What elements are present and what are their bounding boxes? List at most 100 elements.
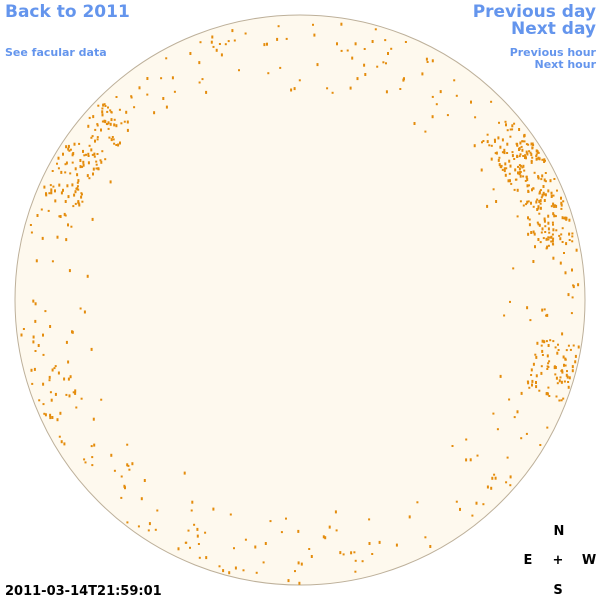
facula-dot xyxy=(524,179,527,182)
facula-dot xyxy=(199,41,202,44)
facula-dot xyxy=(522,164,525,168)
next-hour-link[interactable]: Next hour xyxy=(535,58,597,71)
facula-dot xyxy=(115,96,118,98)
facula-dot xyxy=(123,484,126,488)
facula-dot xyxy=(554,346,557,349)
facula-dot xyxy=(50,188,53,192)
facula-dot xyxy=(554,215,557,218)
facula-dot xyxy=(326,87,329,90)
facula-dot xyxy=(548,395,551,397)
facula-dot xyxy=(527,143,530,146)
facula-dot xyxy=(143,479,146,482)
facula-dot xyxy=(559,376,562,379)
previous-hour-link[interactable]: Previous hour xyxy=(510,46,597,59)
facula-dot xyxy=(102,103,105,107)
facular-link[interactable]: See facular data xyxy=(5,46,107,59)
facula-dot xyxy=(565,217,568,221)
back-link[interactable]: Back to 2011 xyxy=(5,2,130,22)
facula-dot xyxy=(30,368,33,372)
facula-dot xyxy=(564,364,567,367)
facula-dot xyxy=(96,136,99,139)
facula-dot xyxy=(120,475,123,478)
facula-dot xyxy=(277,25,280,28)
facula-dot xyxy=(555,376,558,380)
facula-dot xyxy=(504,120,507,123)
facula-dot xyxy=(85,153,87,156)
facula-dot xyxy=(553,204,556,208)
facula-dot xyxy=(503,148,506,152)
facula-dot xyxy=(511,128,514,131)
facula-dot xyxy=(79,307,82,310)
facula-dot xyxy=(68,269,71,273)
facula-dot xyxy=(108,136,111,139)
facula-dot xyxy=(561,241,564,243)
facula-dot xyxy=(87,152,90,156)
facula-dot xyxy=(404,41,407,43)
facula-dot xyxy=(564,271,567,275)
facula-dot xyxy=(74,167,77,171)
facula-dot xyxy=(298,581,301,585)
facula-dot xyxy=(498,121,500,124)
facula-dot xyxy=(553,178,556,180)
facula-dot xyxy=(528,386,531,389)
facula-dot xyxy=(36,214,39,217)
facula-dot xyxy=(558,379,561,383)
facula-dot xyxy=(340,49,343,52)
facula-dot xyxy=(531,142,534,145)
facula-dot xyxy=(451,445,454,447)
facula-dot xyxy=(100,128,102,132)
facula-dot xyxy=(81,193,83,196)
facula-dot xyxy=(402,78,405,82)
facula-dot xyxy=(148,522,151,526)
facula-dot xyxy=(431,95,434,98)
facula-dot xyxy=(523,140,526,143)
facula-dot xyxy=(509,475,512,479)
facula-dot xyxy=(511,124,514,128)
facula-dot xyxy=(30,231,33,234)
facula-dot xyxy=(554,373,557,376)
facula-dot xyxy=(90,445,93,448)
facula-dot xyxy=(518,148,520,151)
facula-dot xyxy=(276,37,279,41)
facula-dot xyxy=(113,118,116,121)
facula-dot xyxy=(83,154,86,157)
facula-dot xyxy=(527,200,530,203)
facula-dot xyxy=(527,216,529,220)
facula-dot xyxy=(509,179,511,183)
facula-dot xyxy=(113,469,116,472)
facula-dot xyxy=(536,198,539,201)
facula-dot xyxy=(267,72,270,75)
facula-dot xyxy=(171,76,174,80)
facula-dot xyxy=(334,510,337,514)
facula-dot xyxy=(563,363,565,367)
facula-dot xyxy=(92,417,95,421)
facula-dot xyxy=(92,167,95,171)
facula-dot xyxy=(499,145,502,149)
facula-dot xyxy=(79,159,82,162)
facula-dot xyxy=(210,40,213,44)
facula-dot xyxy=(107,106,109,109)
facula-dot xyxy=(71,330,73,334)
facula-dot xyxy=(481,141,483,144)
facula-dot xyxy=(542,185,545,188)
facula-dot xyxy=(548,360,551,363)
facula-dot xyxy=(431,59,434,63)
next-day-link[interactable]: Next day xyxy=(511,19,596,39)
facula-dot xyxy=(336,42,338,46)
facula-dot xyxy=(509,484,512,487)
facula-dot xyxy=(53,367,56,370)
facula-dot xyxy=(99,159,102,162)
facula-dot xyxy=(183,471,186,475)
facula-dot xyxy=(518,164,521,167)
facula-dot xyxy=(162,97,165,100)
facula-dot xyxy=(385,90,388,94)
previous-day-link[interactable]: Previous day xyxy=(473,2,596,22)
facula-dot xyxy=(96,153,99,155)
facula-dot xyxy=(499,374,502,378)
facula-dot xyxy=(494,139,496,143)
facula-dot xyxy=(518,155,521,158)
facula-dot xyxy=(519,141,522,145)
facula-dot xyxy=(69,172,72,175)
facula-dot xyxy=(541,339,544,343)
